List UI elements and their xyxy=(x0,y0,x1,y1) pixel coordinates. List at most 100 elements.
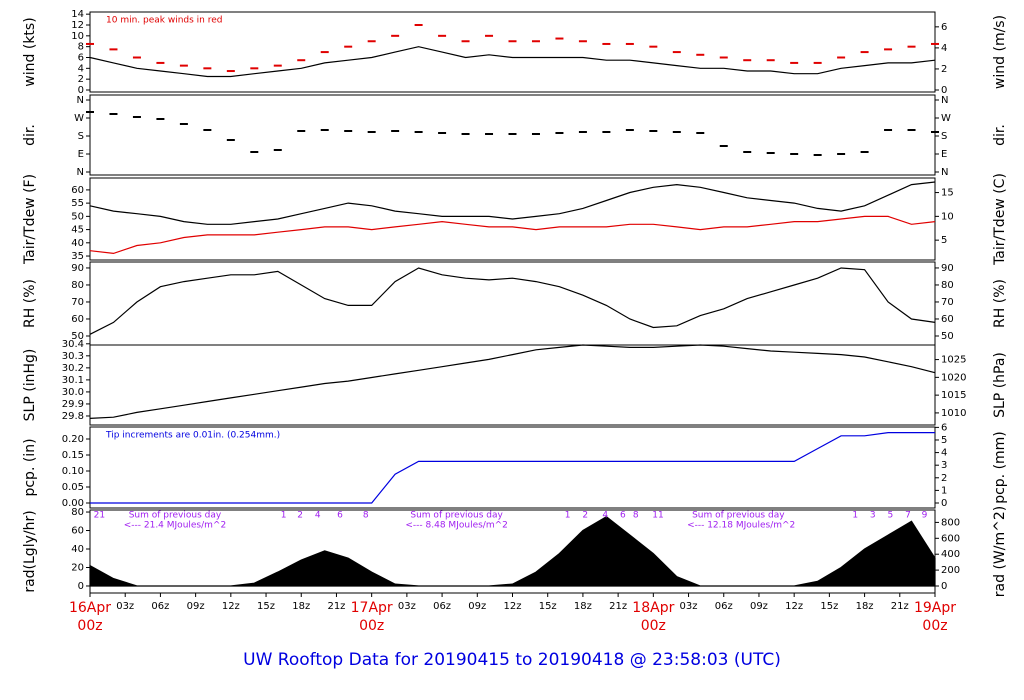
y-tick-label: N xyxy=(77,167,84,178)
y2-tick-label: N xyxy=(941,167,948,178)
x-tick-label: 12z xyxy=(785,601,803,612)
hour-mark: 7 xyxy=(905,511,911,521)
y-tick-label: 29.8 xyxy=(62,411,84,422)
y2-axis-title: Tair/Tdew (C) xyxy=(992,173,1008,266)
y2-tick-label: W xyxy=(941,113,951,124)
x-tick-label: 15z xyxy=(820,601,838,612)
hour-mark: 8 xyxy=(633,511,639,521)
y-tick-label: 30.4 xyxy=(62,339,84,350)
x-tick-label: 03z xyxy=(680,601,698,612)
y-tick-label: 80 xyxy=(71,280,84,291)
panel-frame xyxy=(89,426,936,509)
y2-tick-label: 0 xyxy=(941,581,947,592)
y-tick-label: 0.15 xyxy=(62,450,84,461)
data-line xyxy=(89,344,936,419)
sum-label: <--- 8.48 MJoules/m^2 xyxy=(405,521,507,531)
hour-mark: 2 xyxy=(582,511,588,521)
y2-tick-label: 5 xyxy=(941,435,947,446)
hour-mark: 5 xyxy=(888,511,894,521)
y-axis-title: pcp. (in) xyxy=(22,438,38,496)
y-tick-label: 30.1 xyxy=(62,375,84,386)
y-axis-title: rad(Lgly/hr) xyxy=(22,510,38,592)
y2-axis-title: rad (W/m^2) xyxy=(992,506,1008,597)
y-tick-label: 80 xyxy=(71,507,84,518)
y-tick-label: 29.9 xyxy=(62,399,84,410)
y2-tick-label: 5 xyxy=(941,235,947,246)
date-label: 16Apr xyxy=(69,600,111,616)
y2-tick-label: 1020 xyxy=(941,372,966,383)
y-tick-label: N xyxy=(77,95,84,106)
y2-tick-label: 60 xyxy=(941,314,954,325)
x-tick-label: 06z xyxy=(151,601,169,612)
y-tick-label: 50 xyxy=(71,331,84,342)
y-tick-label: 8 xyxy=(78,42,84,53)
y2-tick-label: 3 xyxy=(941,460,947,471)
y-axis-title: dir. xyxy=(22,124,38,146)
y2-axis-title: wind (m/s) xyxy=(992,15,1008,89)
x-tick-label: 09z xyxy=(468,601,486,612)
y2-tick-label: 1 xyxy=(941,485,947,496)
y2-tick-label: 70 xyxy=(941,297,954,308)
x-tick-label: 12z xyxy=(222,601,240,612)
y-tick-label: 0.05 xyxy=(62,482,84,493)
y2-tick-label: 0 xyxy=(941,498,947,509)
y-axis-title: SLP (inHg) xyxy=(22,349,38,422)
y2-tick-label: 6 xyxy=(941,22,947,33)
x-tick-label: 21z xyxy=(327,601,345,612)
panel-frame xyxy=(89,261,936,346)
y-tick-label: 30.3 xyxy=(62,351,84,362)
hour-mark: 6 xyxy=(337,511,343,521)
y2-tick-label: 1010 xyxy=(941,408,966,419)
y-tick-label: 40 xyxy=(71,238,84,249)
hour-mark: 1 xyxy=(281,511,287,521)
sum-label: Sum of previous day xyxy=(692,511,785,521)
y-tick-label: E xyxy=(78,149,84,160)
hour-mark: 6 xyxy=(620,511,626,521)
y-tick-label: 0 xyxy=(78,581,84,592)
y-tick-label: 55 xyxy=(71,198,84,209)
y2-tick-label: 0 xyxy=(941,85,947,96)
y2-tick-label: 15 xyxy=(941,188,954,199)
hour-mark: 21 xyxy=(94,511,105,521)
y2-tick-label: 2 xyxy=(941,64,947,75)
y-tick-label: 0 xyxy=(78,85,84,96)
y2-tick-label: 400 xyxy=(941,549,960,560)
y2-axis-title: SLP (hPa) xyxy=(992,352,1008,418)
y2-tick-label: 90 xyxy=(941,263,954,274)
annotation: 10 min. peak winds in red xyxy=(106,16,223,26)
y2-tick-label: N xyxy=(941,95,948,106)
data-line xyxy=(89,215,936,255)
y2-tick-label: 50 xyxy=(941,331,954,342)
hour-mark: 4 xyxy=(602,511,608,521)
hour-mark: 11 xyxy=(652,511,663,521)
y-tick-label: 4 xyxy=(78,63,84,74)
y-axis-title: Tair/Tdew (F) xyxy=(22,174,38,265)
hour-mark: 1 xyxy=(565,511,571,521)
x-tick-label: 12z xyxy=(504,601,522,612)
y-tick-label: 12 xyxy=(71,20,84,31)
sum-label: Sum of previous day xyxy=(129,511,222,521)
hour-mark: 2 xyxy=(297,511,303,521)
y2-tick-label: 80 xyxy=(941,280,954,291)
x-tick-label: 21z xyxy=(609,601,627,612)
hour-mark: 4 xyxy=(315,511,321,521)
x-tick-label: 06z xyxy=(433,601,451,612)
y-axis-title: RH (%) xyxy=(22,279,38,328)
x-tick-label: 15z xyxy=(257,601,275,612)
y2-tick-label: 200 xyxy=(941,565,960,576)
y2-axis-title: dir. xyxy=(992,124,1008,146)
x-tick-label: 00z xyxy=(922,618,947,634)
x-tick-label: 00z xyxy=(641,618,666,634)
y-tick-label: 10 xyxy=(71,31,84,42)
data-line xyxy=(90,432,935,504)
y2-tick-label: 10 xyxy=(941,211,954,222)
y-tick-label: 60 xyxy=(71,185,84,196)
x-tick-label: 00z xyxy=(359,618,384,634)
y-tick-label: 50 xyxy=(71,211,84,222)
x-tick-label: 18z xyxy=(292,601,310,612)
y2-tick-label: 6 xyxy=(941,422,947,433)
y2-tick-label: 2 xyxy=(941,473,947,484)
panel-frame xyxy=(89,344,936,426)
y2-tick-label: 4 xyxy=(941,448,947,459)
hour-mark: 9 xyxy=(922,511,928,521)
